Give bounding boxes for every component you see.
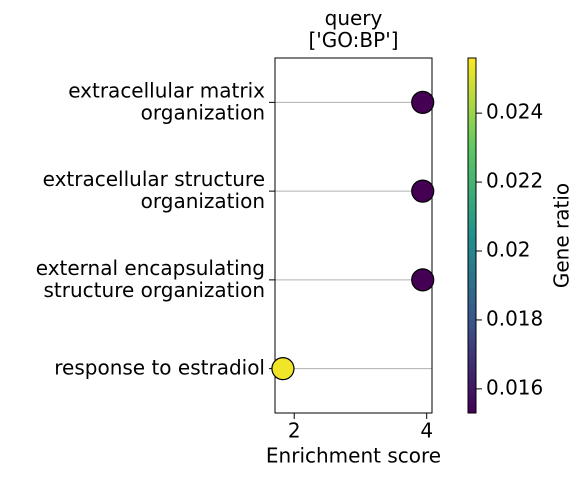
chart-title: query ['GO:BP'] [308,6,398,52]
chart-title-line: ['GO:BP'] [308,28,398,52]
plot-frame [274,57,433,414]
x-axis-label: Enrichment score [266,444,441,468]
y-tick-label: response to estradiol [54,355,265,379]
colorbar-label: Gene ratio [550,183,574,288]
colorbar-tick-label: 0.018 [486,306,543,330]
y-tick-label-line: organization [141,100,265,124]
y-tick-label-line: external encapsulating [36,255,265,279]
colorbar [467,57,477,414]
dot [411,179,435,203]
chart-title-line: query [325,6,383,30]
colorbar-tick-label: 0.022 [486,169,543,193]
colorbar-tick-label: 0.02 [486,238,531,262]
y-tick-label-line: organization [141,189,265,213]
y-tick-label: extracellular matrix organization [68,78,265,124]
colorbar-tick-label: 0.016 [486,375,543,399]
y-tick-label-line: structure organization [44,277,265,301]
x-tick-label: 2 [288,419,301,443]
y-tick-label-line: extracellular structure [43,167,265,191]
y-tick-label-line: extracellular matrix [68,78,265,102]
dot [271,357,295,381]
x-tick-label: 4 [420,419,433,443]
dot [411,90,435,114]
y-tick-label: external encapsulating structure organiza… [36,255,265,301]
y-tick-label-line: response to estradiol [54,355,265,379]
dot [411,268,435,292]
colorbar-tick-label: 0.024 [486,100,543,124]
y-tick-label: extracellular structure organization [43,167,265,213]
